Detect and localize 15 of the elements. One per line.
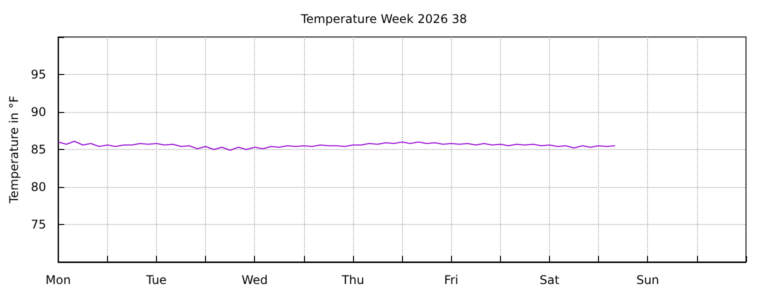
- y-tick-label: 95: [30, 68, 46, 82]
- x-tick-label: Fri: [444, 273, 458, 287]
- y-axis-title: Temperature in °F: [7, 96, 21, 204]
- y-tick-label: 90: [30, 105, 46, 119]
- x-tick-label: Tue: [145, 273, 167, 287]
- chart-title: Temperature Week 2026 38: [300, 12, 468, 26]
- line-series: [58, 140, 616, 151]
- x-tick-label: Sat: [540, 273, 560, 287]
- x-tick-label: Mon: [46, 273, 71, 287]
- y-tick-label: 75: [30, 218, 46, 232]
- x-tick-label: Wed: [242, 273, 268, 287]
- x-tick-label: Thu: [340, 273, 364, 287]
- y-tick-label: 85: [30, 142, 46, 156]
- y-tick-label: 80: [30, 180, 46, 194]
- x-tick-label: Sun: [636, 273, 660, 287]
